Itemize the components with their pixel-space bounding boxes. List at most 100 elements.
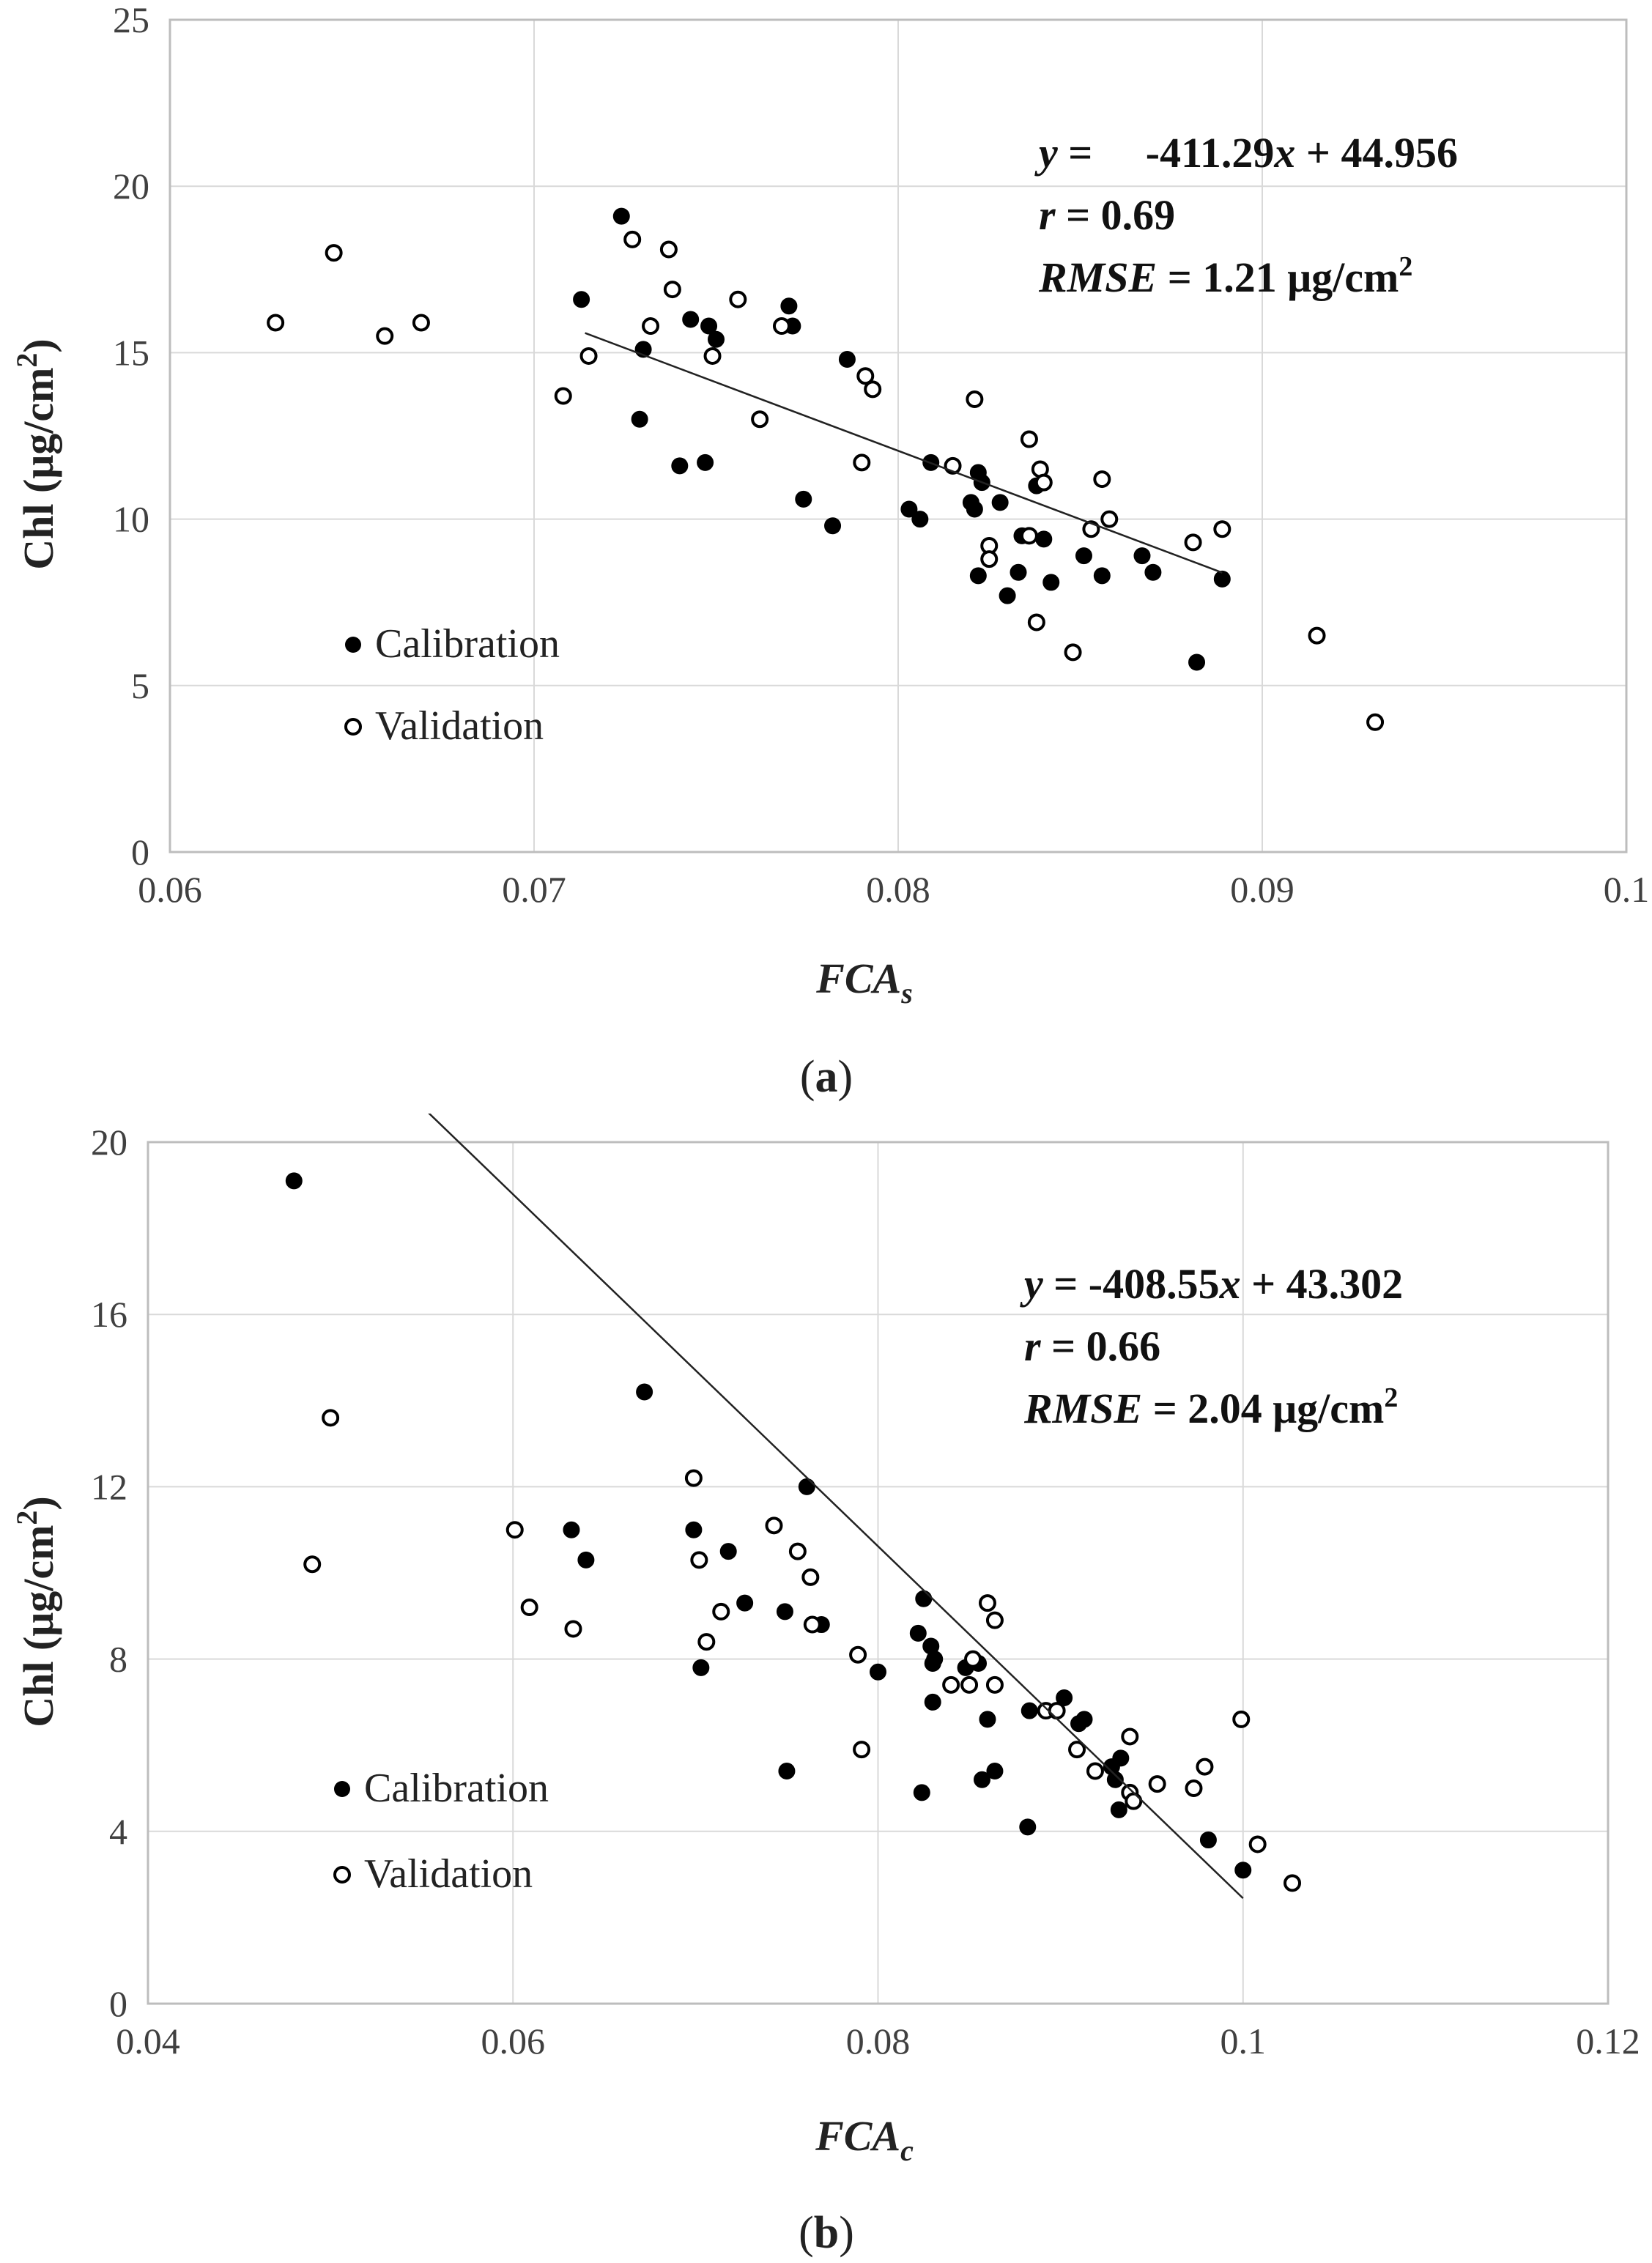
validation-point: [1148, 1775, 1166, 1793]
calibration-point: [719, 1543, 737, 1560]
validation-point: [985, 1675, 1004, 1694]
calibration-point: [1010, 563, 1027, 581]
y-tick-label: 16: [91, 1294, 127, 1335]
chart-b-ylabel-sup: 2: [10, 1511, 43, 1525]
chart-a-x-axis-title: FCAs: [815, 955, 913, 1010]
y-tick-label: 8: [109, 1639, 127, 1680]
chart-a-svg: 0.06 0.07 0.08 0.09 0.1 0 5 10 15 20 25 y = -411.2…: [10, 0, 1649, 1102]
calibration-point: [1188, 653, 1206, 671]
chart-panel-b: 0.04 0.06 0.08 0.1 0.12 0 4 8 12 16 20 y = -408.55…: [0, 1114, 1652, 2263]
validation-point: [1284, 1874, 1302, 1892]
y-tick-label: 5: [131, 665, 149, 706]
validation-point: [803, 1615, 821, 1634]
calibration-point: [573, 291, 590, 308]
chart-b-x-axis-title: FCAc: [815, 2112, 914, 2167]
validation-point: [623, 230, 642, 248]
calibration-point: [1021, 1702, 1038, 1719]
validation-point: [579, 347, 598, 365]
chart-panel-a: 0.06 0.07 0.08 0.09 0.1 0 5 10 15 20 25 y = -411.2…: [0, 0, 1652, 1114]
chart-b-caption: (b): [799, 2208, 854, 2258]
chart-b-regression-line: [428, 1114, 1244, 1900]
chart-a-tick-labels: 0.06 0.07 0.08 0.09 0.1 0 5 10 15 20 25: [113, 0, 1649, 910]
chart-a-r-label: r: [1039, 191, 1056, 239]
validation-point: [1366, 713, 1385, 731]
validation-point: [1064, 643, 1082, 662]
calibration-point: [966, 500, 983, 518]
calibration-point: [577, 1551, 595, 1568]
chart-a-rmse-sup: 2: [1399, 251, 1412, 282]
y-tick-label: 20: [91, 1122, 127, 1163]
validation-point: [520, 1599, 538, 1617]
chart-b-rmse-sup: 2: [1384, 1382, 1398, 1413]
chart-b-tick-labels: 0.04 0.06 0.08 0.1 0.12 0 4 8 12 16 20: [91, 1122, 1640, 2062]
validation-point: [985, 1611, 1004, 1629]
chart-a-eq-x: x: [1273, 129, 1295, 177]
validation-point: [1086, 1762, 1104, 1780]
chart-b-legend-calibration: Calibration: [364, 1766, 549, 1811]
validation-point: [712, 1602, 730, 1621]
chart-b-eq-y: y: [1020, 1260, 1043, 1308]
x-tick-label: 0.04: [116, 2021, 180, 2062]
chart-b-y-axis-title: Chl (μg/cm2): [10, 1496, 62, 1727]
chart-a-xlabel-sub: s: [900, 977, 913, 1010]
validation-point: [1068, 1741, 1086, 1759]
validation-point: [412, 314, 430, 332]
calibration-point: [697, 453, 714, 471]
calibration-point: [736, 1594, 754, 1612]
calibration-point: [870, 1663, 886, 1681]
calibration-point: [700, 317, 718, 335]
chart-b-r-value: r = 0.66: [1024, 1322, 1160, 1370]
x-tick-label: 0.06: [138, 869, 202, 910]
validation-point: [554, 387, 572, 405]
calibration-point: [979, 1711, 996, 1728]
chart-a-caption-letter: a: [815, 1052, 838, 1102]
calibration-point: [1234, 1862, 1252, 1879]
calibration-point: [636, 1383, 653, 1401]
validation-point: [1248, 1835, 1267, 1853]
calibration-point: [795, 490, 812, 508]
calibration-point: [1019, 1818, 1037, 1836]
chart-a-xlabel: FCA: [815, 955, 901, 1002]
validation-point: [1048, 1702, 1066, 1720]
y-tick-label: 10: [113, 499, 149, 540]
calibration-point: [285, 1172, 303, 1190]
calibration-point: [685, 1521, 703, 1538]
chart-a-caption: (a): [800, 1052, 853, 1102]
validation-point: [1034, 473, 1053, 492]
validation-point: [1185, 1779, 1203, 1797]
chart-b-rmse-text: = 2.04 μg/cm: [1142, 1385, 1384, 1432]
validation-point: [864, 380, 882, 399]
calibration-point: [776, 1603, 793, 1621]
validation-point: [1121, 1727, 1139, 1746]
chart-b-caption-letter: b: [814, 2208, 839, 2258]
x-tick-label: 0.09: [1230, 869, 1294, 910]
chart-a-ylabel-sup: 2: [10, 353, 43, 368]
validation-point: [1020, 430, 1038, 448]
chart-a-r-value: r = 0.69: [1039, 191, 1175, 239]
chart-b-ylabel: Chl (μg/cm: [15, 1525, 62, 1727]
validation-point: [729, 290, 747, 308]
calibration-point: [778, 1762, 796, 1779]
x-tick-label: 0.1: [1604, 869, 1650, 910]
calibration-point: [1110, 1801, 1127, 1818]
validation-point: [751, 410, 769, 429]
chart-b-plot-area: 0.04 0.06 0.08 0.1 0.12 0 4 8 12 16 20: [91, 1114, 1640, 2062]
y-tick-label: 12: [91, 1466, 127, 1507]
calibration-point: [986, 1762, 1004, 1779]
validation-point: [1213, 520, 1231, 538]
chart-a-legend-validation-marker: [344, 718, 362, 736]
chart-b-xlabel-sub: c: [900, 2134, 914, 2167]
chart-b-eq-x: x: [1219, 1260, 1241, 1308]
validation-point: [564, 1620, 582, 1638]
chart-a-rmse-text: = 1.21 μg/cm: [1157, 253, 1399, 301]
calibration-point: [708, 330, 725, 348]
calibration-point: [824, 517, 842, 535]
calibration-point: [682, 311, 700, 328]
chart-a-legend-calibration: Calibration: [375, 621, 560, 667]
chart-b-equation: y = -408.55x + 43.302: [1020, 1260, 1403, 1308]
x-tick-label: 0.08: [866, 869, 930, 910]
calibration-point: [909, 1624, 927, 1642]
chart-a-regression-line: [585, 332, 1223, 574]
validation-point: [703, 347, 722, 365]
y-tick-label: 4: [109, 1811, 127, 1852]
